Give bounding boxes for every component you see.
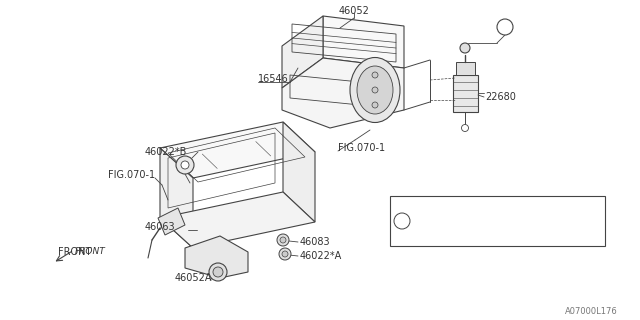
Circle shape <box>209 263 227 281</box>
Text: 46022*B: 46022*B <box>145 147 188 157</box>
Polygon shape <box>282 16 323 88</box>
Circle shape <box>497 19 513 35</box>
Circle shape <box>213 267 223 277</box>
Polygon shape <box>283 122 315 222</box>
Text: 46022*A: 46022*A <box>300 251 342 261</box>
Polygon shape <box>323 16 404 68</box>
Text: FRONT: FRONT <box>58 247 92 257</box>
Polygon shape <box>185 236 248 278</box>
Text: 0435S  (-'06MY0512): 0435S (-'06MY0512) <box>419 204 506 213</box>
Text: A07000L176: A07000L176 <box>565 308 618 316</box>
Circle shape <box>372 72 378 78</box>
Text: 46052: 46052 <box>339 6 369 16</box>
Circle shape <box>181 161 189 169</box>
Text: 46063: 46063 <box>145 222 175 232</box>
Circle shape <box>372 102 378 108</box>
Text: 46083: 46083 <box>300 237 331 247</box>
Circle shape <box>460 43 470 53</box>
Polygon shape <box>282 58 404 128</box>
Circle shape <box>279 248 291 260</box>
Ellipse shape <box>357 66 393 114</box>
Text: FRONT: FRONT <box>75 247 106 257</box>
Ellipse shape <box>350 58 400 123</box>
Circle shape <box>280 237 286 243</box>
Text: FIG.070-1: FIG.070-1 <box>108 170 155 180</box>
Polygon shape <box>158 208 185 235</box>
Circle shape <box>461 124 468 132</box>
Text: FIG.070-1: FIG.070-1 <box>338 143 385 153</box>
Polygon shape <box>160 148 193 248</box>
Text: 22680: 22680 <box>485 92 516 102</box>
Polygon shape <box>160 122 315 178</box>
Bar <box>390 196 605 246</box>
Circle shape <box>176 156 194 174</box>
Polygon shape <box>453 75 478 112</box>
Circle shape <box>277 234 289 246</box>
Text: 46052A: 46052A <box>175 273 212 283</box>
Text: 1: 1 <box>399 217 405 226</box>
Polygon shape <box>456 62 475 75</box>
Text: Q510056('06MY0601-): Q510056('06MY0601-) <box>419 229 513 238</box>
Circle shape <box>372 87 378 93</box>
Polygon shape <box>160 192 315 248</box>
Circle shape <box>282 251 288 257</box>
Text: 1: 1 <box>502 22 508 32</box>
Circle shape <box>394 213 410 229</box>
Text: 16546: 16546 <box>258 74 289 84</box>
